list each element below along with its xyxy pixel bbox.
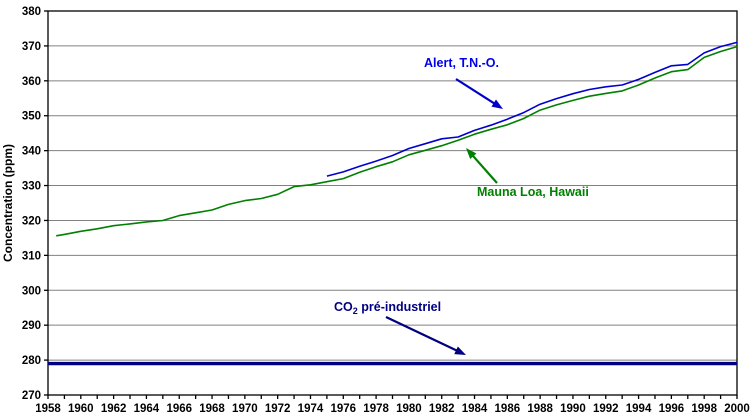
pre-industrial-arrow-head [454,346,466,355]
x-tick-label: 1962 [101,403,127,415]
x-tick-label: 1984 [462,403,488,415]
x-tick-label: 1978 [363,403,389,415]
x-tick-label: 1972 [265,403,291,415]
y-tick-label: 340 [22,146,41,158]
x-tick-label: 1982 [429,403,455,415]
x-tick-label: 1990 [560,403,586,415]
x-tick-label: 1974 [298,403,324,415]
mauna-loa-arrow-shaft [469,152,498,184]
x-tick-label: 1986 [495,403,521,415]
pre-industrial-arrow-shaft [385,316,461,354]
y-tick-label: 290 [22,320,41,332]
x-tick-label: 1996 [659,403,685,415]
x-tick-label: 1968 [199,403,225,415]
x-tick-label: 1992 [593,403,619,415]
alert-arrow-shaft [455,78,499,107]
mauna-loa-arrow-head [466,148,477,160]
x-tick-label: 1988 [527,403,553,415]
x-tick-label: 1958 [35,403,61,415]
y-axis-title: Concentration (ppm) [1,144,15,262]
x-tick-label: 1980 [396,403,422,415]
pre-industrial-label: CO2 pré-industriel [334,300,441,316]
x-tick-label: 1964 [134,403,160,415]
x-tick-label: 1976 [330,403,356,415]
y-tick-label: 280 [22,355,41,367]
x-tick-label: 1966 [166,403,192,415]
alert-arrow-head [491,99,503,109]
x-tick-label: 1970 [232,403,258,415]
y-tick-label: 310 [22,250,41,262]
alert-line [326,41,738,177]
y-tick-label: 270 [22,390,41,402]
x-tick-label: 2000 [724,403,750,415]
y-tick-label: 380 [22,6,41,18]
mauna-loa-line [56,45,738,237]
x-tick-label: 1960 [68,403,94,415]
x-tick-label: 1994 [626,403,652,415]
mauna-loa-label: Mauna Loa, Hawaii [477,185,589,199]
y-tick-label: 320 [22,215,41,227]
alert-label: Alert, T.N.-O. [424,56,499,70]
y-tick-label: 350 [22,111,41,123]
y-tick-label: 370 [22,41,41,53]
y-tick-label: 330 [22,181,41,193]
y-tick-label: 360 [22,76,41,88]
y-tick-label: 300 [22,285,41,297]
x-tick-label: 1998 [691,403,717,415]
